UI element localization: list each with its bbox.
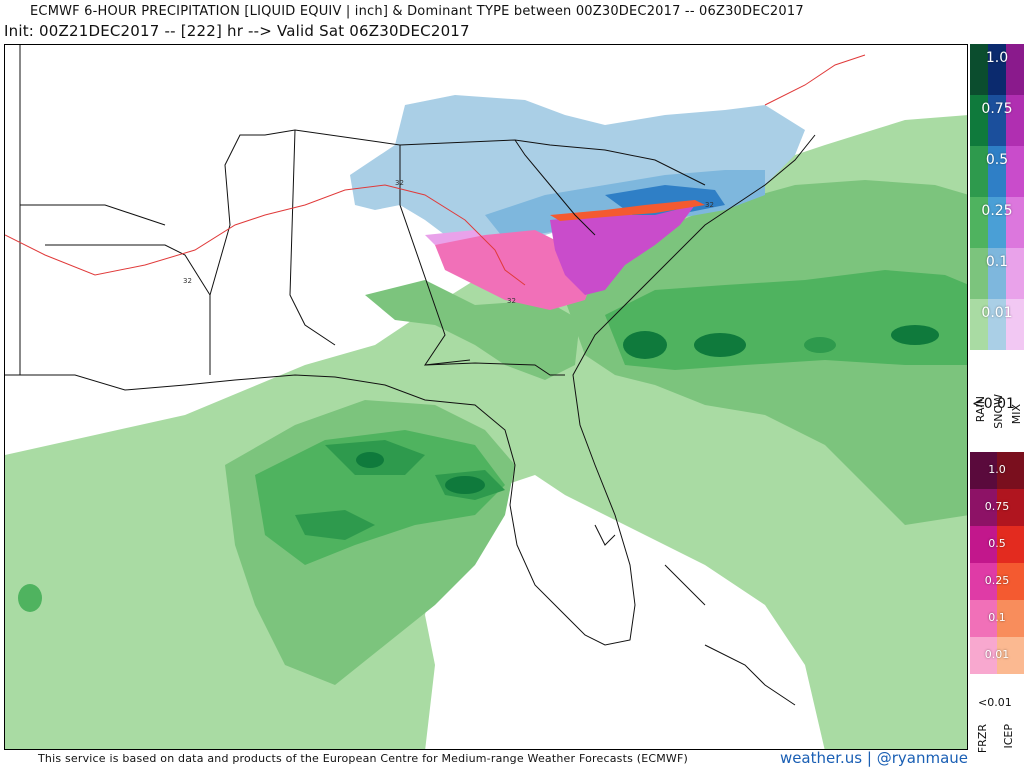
legend-bottom-level: 0.5	[988, 537, 1006, 550]
map-subtitle: Init: 00Z21DEC2017 -- [222] hr --> Valid…	[4, 22, 470, 40]
rain-core-3	[623, 331, 667, 359]
borders	[5, 45, 816, 706]
icep-area	[550, 200, 705, 221]
legend-swatch-icep	[997, 526, 1024, 563]
legend-type-mix: MIX	[1010, 404, 1023, 425]
rain-core-5	[891, 325, 939, 345]
legend-swatch-icep	[997, 489, 1024, 526]
isotherm-label-3: 32	[507, 297, 516, 305]
legend-swatch-frzr	[970, 637, 997, 674]
legend-swatch-icep	[997, 637, 1024, 674]
isotherm-label-4: 32	[705, 201, 714, 209]
map-title: ECMWF 6-HOUR PRECIPITATION [LIQUID EQUIV…	[30, 4, 804, 19]
legend-swatch-mix	[1006, 95, 1024, 146]
legend-swatch-snow	[988, 197, 1006, 248]
legend-bottom-level: 0.75	[984, 500, 1010, 513]
legend-below-threshold-bottom: <0.01	[978, 696, 1012, 709]
legend-swatch-frzr	[970, 563, 997, 600]
legend-top-row	[970, 44, 1024, 95]
rain-core-6	[804, 337, 836, 353]
legend-swatch-mix	[1006, 44, 1024, 95]
legend-swatch-icep	[997, 563, 1024, 600]
freezing-isotherm	[5, 54, 866, 286]
brand-link[interactable]: weather.us | @ryanmaue	[779, 749, 968, 767]
rain-core-1	[356, 452, 384, 468]
rain-area-inland	[365, 280, 580, 380]
legend-top-level: 0.5	[985, 152, 1009, 168]
isotherm-label-2: 32	[395, 179, 404, 187]
legend-top-level: 0.01	[981, 305, 1013, 321]
rain-core-7	[18, 584, 42, 612]
legend-swatch-mix	[1006, 197, 1024, 248]
legend-bottom-level: 0.1	[988, 611, 1006, 624]
legend-top-level: 0.75	[981, 101, 1013, 117]
legend-top-level: 0.1	[985, 254, 1009, 270]
ecmwf-credit: This service is based on data and produc…	[38, 752, 689, 765]
legend-swatch-icep	[997, 600, 1024, 637]
frzr-area-heavy	[550, 205, 695, 295]
legend-type-icep: ICEP	[1002, 724, 1015, 749]
legend-swatch-snow	[988, 95, 1006, 146]
legend-type-rain: RAIN	[974, 396, 987, 423]
isotherm-label: 32	[183, 277, 192, 285]
legend-top-row	[970, 248, 1024, 299]
legend-swatch-rain	[970, 95, 988, 146]
legend-swatch-rain	[970, 197, 988, 248]
rain-cell-gulf-3	[295, 510, 375, 540]
legend-swatch-mix	[1006, 248, 1024, 299]
legend-top-level: 1.0	[985, 50, 1009, 66]
legend-swatch-frzr	[970, 452, 997, 489]
legend-type-frzr: FRZR	[976, 724, 989, 754]
legend-top-row	[970, 299, 1024, 350]
legend-type-snow: SNOW	[992, 394, 1005, 429]
legend-swatch-frzr	[970, 489, 997, 526]
rain-core-4	[694, 333, 746, 357]
legend-swatch-rain	[970, 248, 988, 299]
legend-swatch-mix	[1006, 146, 1024, 197]
legend-swatch-snow	[988, 248, 1006, 299]
legend-swatch-mix	[1006, 299, 1024, 350]
legend-bottom-level: 1.0	[988, 463, 1006, 476]
precipitation-map[interactable]: 32 32 32 32	[4, 44, 968, 750]
legend-swatch-rain	[970, 44, 988, 95]
legend-below-threshold-top: <0.01	[972, 396, 1015, 412]
legend-bottom-level: 0.25	[984, 574, 1010, 587]
legend-top-row	[970, 146, 1024, 197]
legend-swatch-snow	[988, 44, 1006, 95]
rain-core-2	[445, 476, 485, 494]
legend-bottom-level: 0.01	[984, 648, 1010, 661]
precip-legend: 1.0 0.75 0.5 0.25 0.1 0.01 <0.01 RAIN SNOW MI…	[970, 44, 1024, 768]
legend-swatch-frzr	[970, 600, 997, 637]
legend-top-level: 0.25	[981, 203, 1013, 219]
legend-swatch-rain	[970, 146, 988, 197]
legend-swatch-snow	[988, 146, 1006, 197]
legend-swatch-snow	[988, 299, 1006, 350]
legend-top-row	[970, 197, 1024, 248]
map-canvas: 32 32 32 32	[5, 45, 967, 749]
legend-swatch-rain	[970, 299, 988, 350]
legend-swatch-frzr	[970, 526, 997, 563]
legend-top-row	[970, 95, 1024, 146]
legend-swatch-icep	[997, 452, 1024, 489]
